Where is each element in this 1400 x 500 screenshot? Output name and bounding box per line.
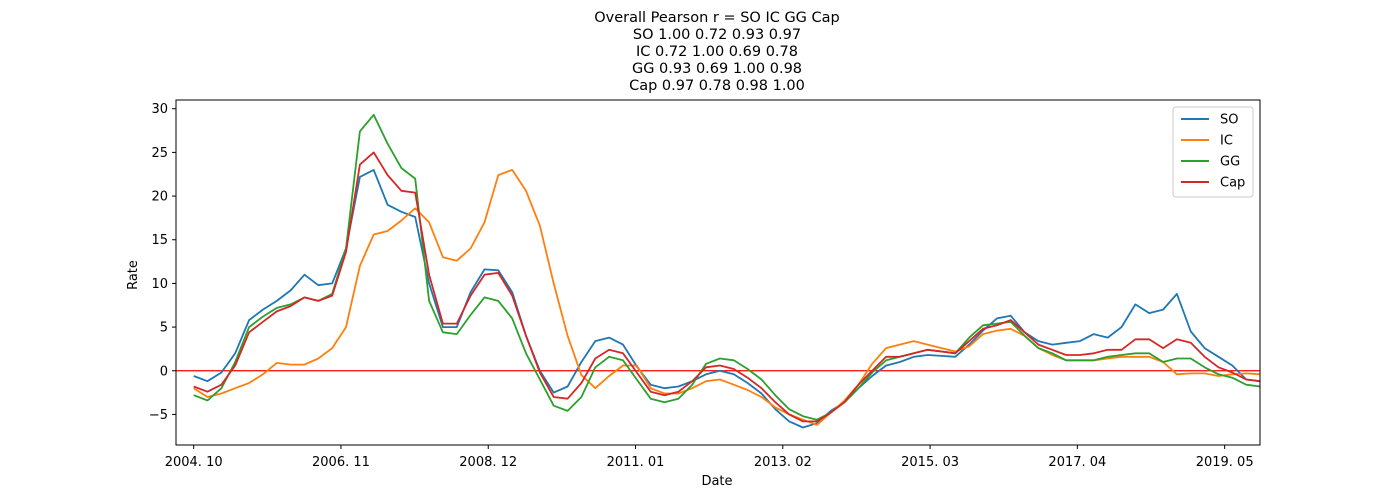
y-tick-label: 25 <box>151 146 168 161</box>
y-axis-label: Rate <box>126 260 141 290</box>
y-tick-label: 0 <box>160 364 168 379</box>
y-tick-label: 5 <box>160 321 168 336</box>
legend-label-cap: Cap <box>1220 176 1245 191</box>
y-tick-label: 30 <box>151 102 168 117</box>
x-axis-label: Date <box>701 474 732 489</box>
legend: SO IC GG Cap <box>1172 106 1254 198</box>
series-line-gg <box>193 113 1261 421</box>
y-axis-ticks: −5 0 5 10 15 20 25 30 <box>149 102 176 423</box>
title-line-1: SO 1.00 0.72 0.93 0.97 <box>633 27 801 43</box>
x-tick-label: 2013. 02 <box>754 455 812 470</box>
x-axis-ticks: 2004. 10 2006. 11 2008. 12 2011. 01 2013. 02… <box>165 445 1254 470</box>
y-tick-label: 15 <box>151 233 168 248</box>
x-tick-label: 2006. 11 <box>312 455 370 470</box>
legend-box <box>1172 106 1254 198</box>
x-tick-label: 2017. 04 <box>1048 455 1106 470</box>
title-line-4: Cap 0.97 0.78 0.98 1.00 <box>629 78 805 94</box>
y-tick-label: 10 <box>151 277 168 292</box>
legend-label-so: SO <box>1220 113 1238 128</box>
legend-label-ic: IC <box>1220 134 1233 149</box>
x-tick-label: 2008. 12 <box>459 455 517 470</box>
x-tick-label: 2004. 10 <box>165 455 223 470</box>
series-line-cap <box>193 151 1261 423</box>
title-line-0: Overall Pearson r = SO IC GG Cap <box>594 10 840 26</box>
title-line-2: IC 0.72 1.00 0.69 0.78 <box>636 44 798 60</box>
x-tick-label: 2011. 01 <box>607 455 665 470</box>
series-lines <box>193 113 1261 429</box>
x-tick-label: 2019. 05 <box>1196 455 1254 470</box>
plot-frame <box>175 99 1261 446</box>
legend-label-gg: GG <box>1220 155 1240 170</box>
y-tick-label: −5 <box>149 408 168 423</box>
x-tick-label: 2015. 03 <box>901 455 959 470</box>
chart-title: Overall Pearson r = SO IC GG Cap SO 1.00… <box>594 10 840 94</box>
title-line-3: GG 0.93 0.69 1.00 0.98 <box>632 61 802 77</box>
y-tick-label: 20 <box>151 190 168 205</box>
series-line-so <box>193 168 1261 429</box>
